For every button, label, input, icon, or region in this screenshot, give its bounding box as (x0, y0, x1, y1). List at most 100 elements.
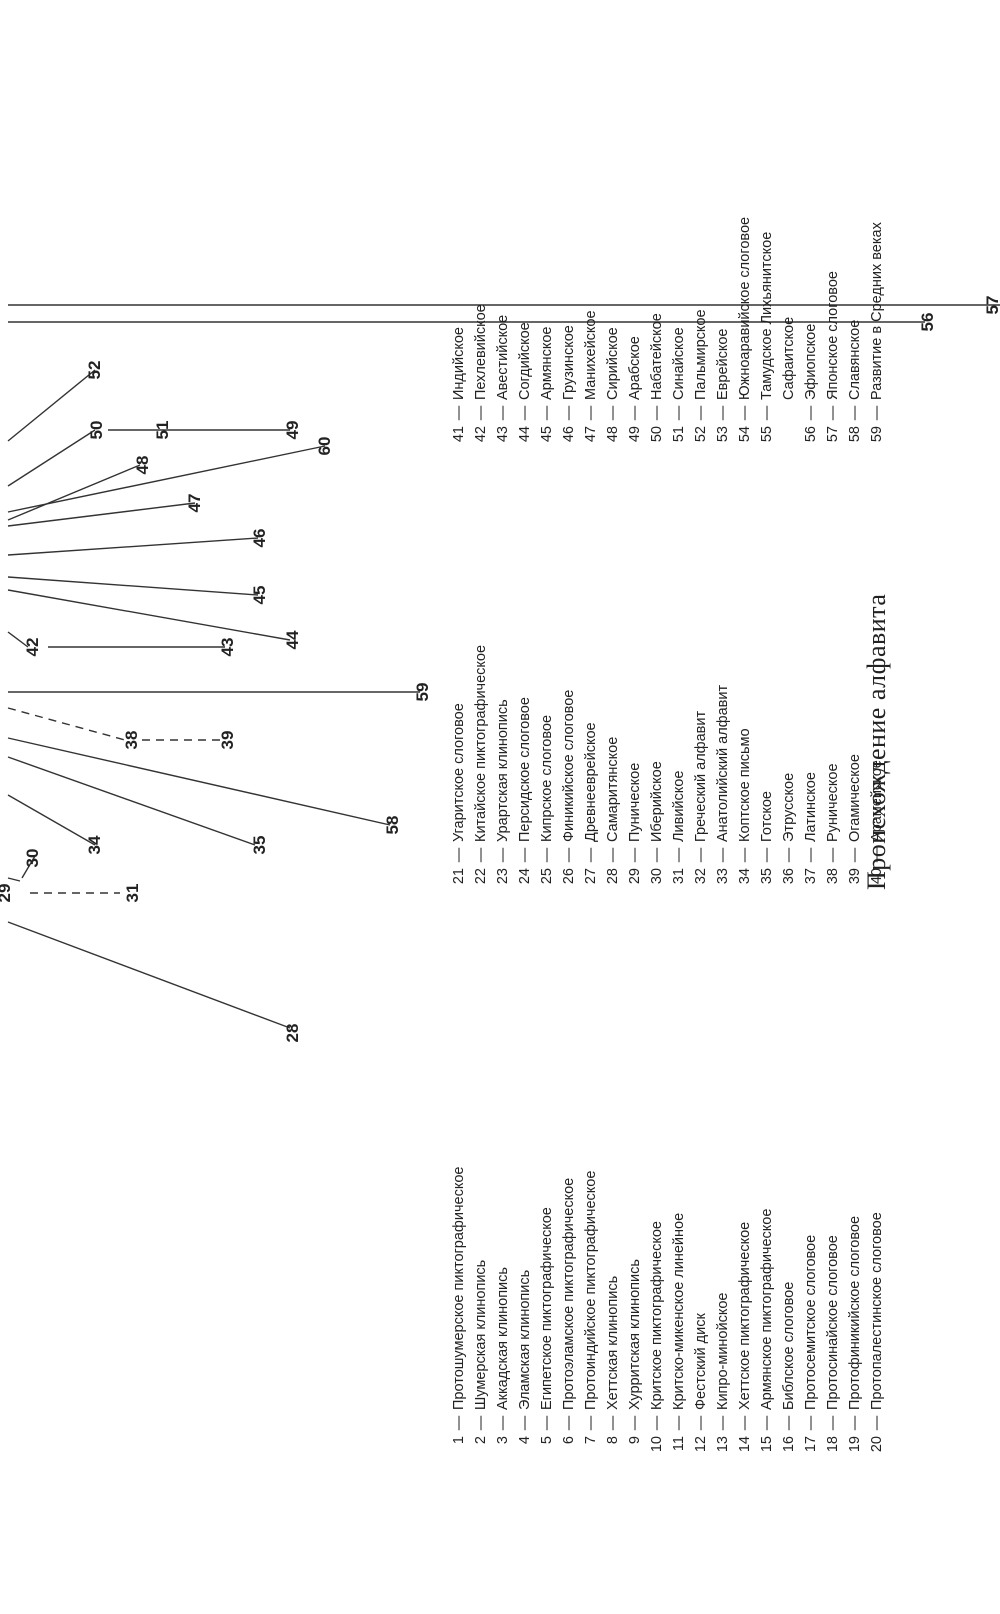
legend-number: 42 (473, 426, 489, 443)
legend-item: 13 — Кипро-минойское (712, 1167, 734, 1464)
legend-text: Греческий алфавит (693, 710, 709, 842)
legend-number: 45 (539, 426, 555, 443)
legend-number: 21 (451, 868, 467, 885)
legend-number: 7 (583, 1436, 599, 1445)
legend-number: 53 (715, 426, 731, 443)
time-scale-left: 4003002001000100200300400500600700800900 (0, 1186, 504, 1219)
legend-dash: — (715, 1415, 731, 1431)
legend-number: 9 (627, 1436, 643, 1445)
line-44 (7, 589, 291, 641)
legend-number: 25 (539, 868, 555, 885)
legend-dash: — (495, 405, 511, 421)
scale-tick: 100 (0, 15, 2, 48)
legend-item: 16 — Библское слоговое (778, 1167, 800, 1464)
legend-item: 5 — Египетское пиктографическое (536, 1167, 558, 1464)
legend-number: 28 (605, 868, 621, 885)
legend-text: Протошумерское пиктографическое (451, 1166, 467, 1410)
legend-dash: — (517, 405, 533, 421)
line-48 (7, 464, 141, 521)
legend-dash: — (737, 1415, 753, 1431)
legend-dash: — (869, 405, 885, 421)
legend-item: 28 — Самаритянское (602, 645, 624, 896)
legend-dash: — (759, 405, 775, 421)
legend-number: 26 (561, 868, 577, 885)
legend-dash: — (737, 405, 753, 421)
legend-text: Манихейское (583, 310, 599, 400)
legend-text: Самаритянское (605, 736, 621, 842)
legend-number: 56 (803, 426, 819, 443)
legend-number: 18 (825, 1436, 841, 1453)
legend-text: Авестийское (495, 314, 511, 400)
legend-number: 33 (715, 868, 731, 885)
legend-text: Хурритская клинопись (627, 1259, 643, 1410)
line-label-50: 50 (87, 421, 106, 440)
line-label-47: 47 (185, 494, 204, 513)
legend-text: Протофиникийское слоговое (847, 1215, 863, 1410)
legend-number: 20 (869, 1436, 885, 1453)
legend-number: 37 (803, 868, 819, 885)
line-28 (7, 921, 291, 1029)
line-label-31: 31 (123, 884, 142, 903)
legend-text: Кипро-минойское (715, 1292, 731, 1410)
legend-dash: — (759, 847, 775, 863)
line-47 (7, 502, 196, 527)
legend-dash: — (671, 847, 687, 863)
legend-text: Руническое (825, 763, 841, 842)
line-50 (7, 429, 96, 487)
legend-item: 47 — Манихейское (580, 217, 602, 454)
legend-column-2: 21 — Угаритское слоговое 22 — Китайское пикто… (448, 645, 888, 896)
legend-text: Грузинское (561, 325, 577, 400)
legend-item: 59 — Развитие в Средних веках (866, 217, 888, 454)
legend-dash: — (495, 847, 511, 863)
line-label-56: 56 (918, 313, 937, 332)
legend-dash: — (869, 1415, 885, 1431)
scale-tick: 700 (0, 789, 2, 822)
legend-dash: — (847, 405, 863, 421)
legend-text: Армянское пиктографическое (759, 1208, 775, 1410)
legend-item: 52 — Пальмирское (690, 217, 712, 454)
line-label-44: 44 (283, 630, 302, 649)
legend-number: 57 (825, 426, 841, 443)
legend-item: 27 — Древнееврейское (580, 645, 602, 896)
legend-number: 10 (649, 1436, 665, 1453)
legend-dash: — (715, 847, 731, 863)
legend-item: 43 — Авестийское (492, 217, 514, 454)
legend-text: Кипрское слоговое (539, 714, 555, 842)
legend-text: Персидское слоговое (517, 697, 533, 842)
legend-number: 44 (517, 426, 533, 443)
legend-item: 30 — Иберийское (646, 645, 668, 896)
legend-item: 32 — Греческий алфавит (690, 645, 712, 896)
scale-tick: 900 (0, 717, 2, 750)
legend-number: 50 (649, 426, 665, 443)
line-38-dashed (7, 707, 126, 741)
legend-number (778, 426, 800, 454)
line-label-59: 59 (413, 683, 432, 702)
legend-text: Ливийское (671, 770, 687, 842)
legend-item: 42 — Пехлевийское (470, 217, 492, 454)
legend-item: 3 — Аккадская клинопись (492, 1167, 514, 1464)
legend-text: Финикийское слоговое (561, 689, 577, 842)
legend-text: Индийское (451, 327, 467, 400)
legend-number: 19 (847, 1436, 863, 1453)
legend-column-3: 41 — Индийское 42 — Пехлевийское 43 — Авестийско… (448, 217, 888, 454)
legend-number: 16 (781, 1436, 797, 1453)
legend-number: 13 (715, 1436, 731, 1453)
legend-dash: — (583, 405, 599, 421)
legend-text: Согдийское (517, 322, 533, 400)
line-label-45: 45 (250, 586, 269, 605)
line-label-52: 52 (85, 361, 104, 380)
legend-text: Коптское письмо (737, 728, 753, 842)
legend-number: 22 (473, 868, 489, 885)
lineage-lines (7, 304, 1000, 1029)
legend-text: Тамудское Лихьянитское (759, 231, 775, 400)
legend-item: 36 — Этрусское (778, 645, 800, 896)
legend-dash: — (451, 405, 467, 421)
legend-text: Еврейское (715, 328, 731, 401)
scale-tick: 0 (0, 1041, 2, 1074)
legend-item: 31 — Ливийское (668, 645, 690, 896)
legend-item: 53 — Еврейское (712, 217, 734, 454)
legend-dash: — (495, 1415, 511, 1431)
legend-number: 49 (627, 426, 643, 443)
legend-text: Анатолийский алфавит (715, 684, 731, 842)
legend-text: Набатейское (649, 313, 665, 400)
